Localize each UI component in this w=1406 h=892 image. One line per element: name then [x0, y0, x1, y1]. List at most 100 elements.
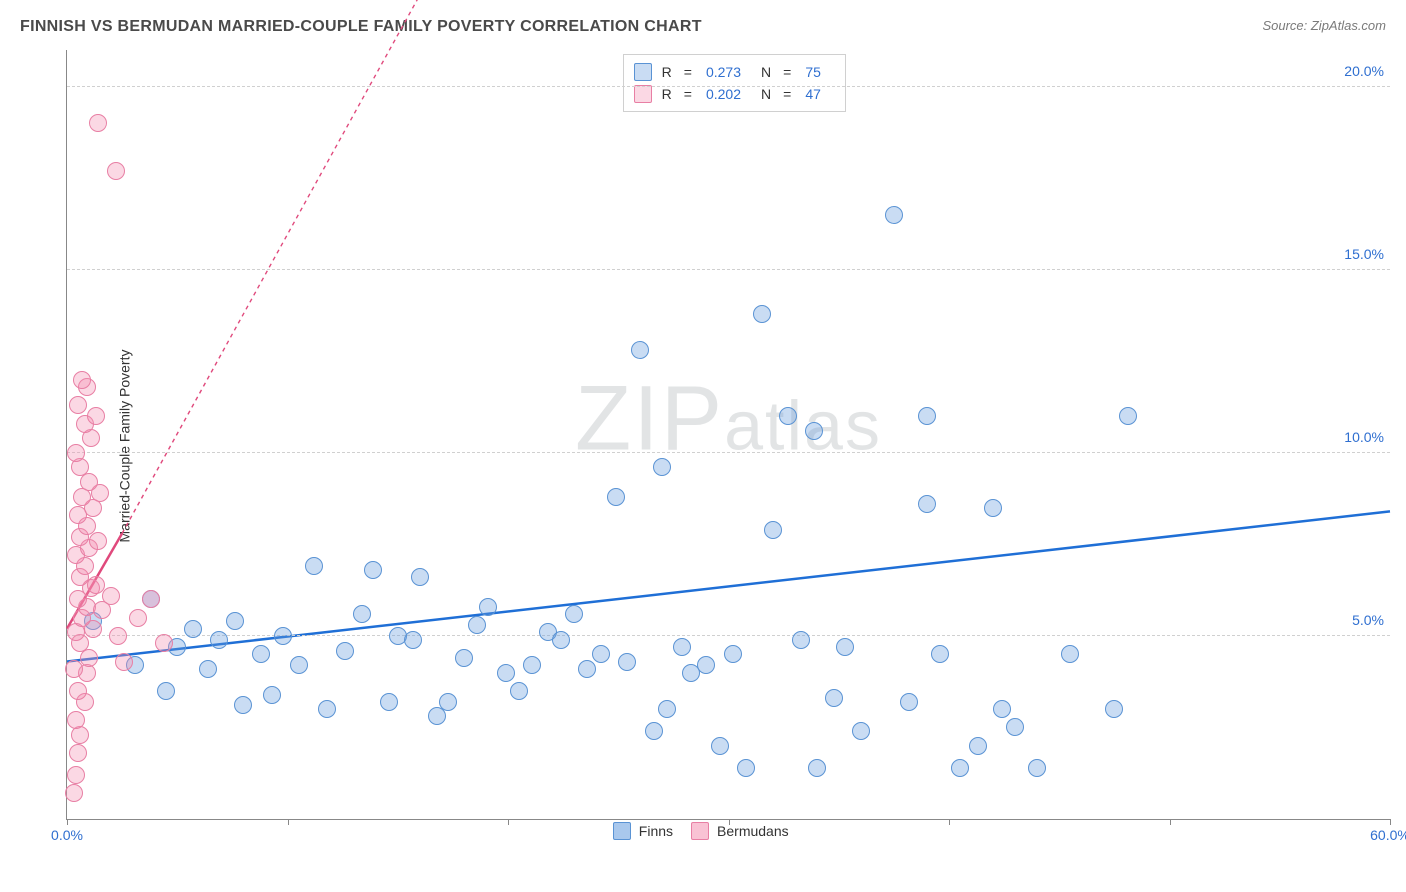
data-point	[468, 616, 486, 634]
data-point	[836, 638, 854, 656]
data-point	[653, 458, 671, 476]
data-point	[353, 605, 371, 623]
data-point	[252, 645, 270, 663]
data-point	[565, 605, 583, 623]
data-point	[305, 557, 323, 575]
data-point	[510, 682, 528, 700]
data-point	[673, 638, 691, 656]
data-point	[885, 206, 903, 224]
legend-item-bermudans: Bermudans	[691, 822, 789, 840]
y-tick-label: 5.0%	[1352, 612, 1384, 628]
eq-sign: =	[783, 64, 791, 80]
data-point	[274, 627, 292, 645]
data-point	[658, 700, 676, 718]
data-point	[792, 631, 810, 649]
data-point	[645, 722, 663, 740]
eq-sign: =	[684, 64, 692, 80]
n-label: N	[761, 86, 771, 102]
data-point	[918, 407, 936, 425]
data-point	[993, 700, 1011, 718]
data-point	[618, 653, 636, 671]
data-point	[1105, 700, 1123, 718]
data-point	[711, 737, 729, 755]
data-point	[779, 407, 797, 425]
n-value-bermudans: 47	[805, 86, 821, 102]
data-point	[1061, 645, 1079, 663]
data-point	[697, 656, 715, 674]
y-tick-label: 15.0%	[1344, 246, 1384, 262]
source-prefix: Source:	[1262, 18, 1310, 33]
data-point	[578, 660, 596, 678]
gridline	[67, 452, 1390, 453]
data-point	[199, 660, 217, 678]
data-point	[210, 631, 228, 649]
r-value-bermudans: 0.202	[706, 86, 741, 102]
data-point	[65, 784, 83, 802]
data-point	[69, 682, 87, 700]
gridline	[67, 635, 1390, 636]
data-point	[129, 609, 147, 627]
data-point	[318, 700, 336, 718]
data-point	[764, 521, 782, 539]
data-point	[89, 114, 107, 132]
swatch-finns	[634, 63, 652, 81]
data-point	[290, 656, 308, 674]
x-tick-mark	[288, 819, 289, 825]
chart-title: FINNISH VS BERMUDAN MARRIED-COUPLE FAMIL…	[20, 18, 702, 36]
data-point	[737, 759, 755, 777]
data-point	[808, 759, 826, 777]
data-point	[918, 495, 936, 513]
data-point	[67, 711, 85, 729]
data-point	[552, 631, 570, 649]
data-point	[142, 590, 160, 608]
data-point	[380, 693, 398, 711]
legend-series: Finns Bermudans	[613, 822, 789, 840]
eq-sign: =	[684, 86, 692, 102]
legend-label-bermudans: Bermudans	[717, 823, 789, 839]
eq-sign: =	[783, 86, 791, 102]
data-point	[87, 407, 105, 425]
data-point	[523, 656, 541, 674]
x-tick-mark	[1390, 819, 1391, 825]
data-point	[825, 689, 843, 707]
x-tick-label: 0.0%	[51, 827, 83, 843]
data-point	[102, 587, 120, 605]
x-tick-mark	[1170, 819, 1171, 825]
data-point	[65, 660, 83, 678]
data-point	[411, 568, 429, 586]
x-tick-mark	[67, 819, 68, 825]
data-point	[69, 396, 87, 414]
data-point	[226, 612, 244, 630]
swatch-bermudans	[691, 822, 709, 840]
data-point	[631, 341, 649, 359]
data-point	[900, 693, 918, 711]
x-tick-mark	[949, 819, 950, 825]
data-point	[73, 371, 91, 389]
data-point	[805, 422, 823, 440]
data-point	[184, 620, 202, 638]
legend-item-finns: Finns	[613, 822, 673, 840]
y-tick-label: 20.0%	[1344, 63, 1384, 79]
swatch-bermudans	[634, 85, 652, 103]
data-point	[931, 645, 949, 663]
data-point	[67, 444, 85, 462]
r-label: R	[662, 86, 672, 102]
data-point	[479, 598, 497, 616]
data-point	[592, 645, 610, 663]
data-point	[439, 693, 457, 711]
data-point	[1006, 718, 1024, 736]
data-point	[155, 634, 173, 652]
data-point	[109, 627, 127, 645]
legend-stats: R = 0.273 N = 75 R = 0.202 N = 47	[623, 54, 846, 112]
r-value-finns: 0.273	[706, 64, 741, 80]
data-point	[157, 682, 175, 700]
data-point	[1119, 407, 1137, 425]
n-value-finns: 75	[805, 64, 821, 80]
data-point	[364, 561, 382, 579]
data-point	[115, 653, 133, 671]
x-tick-label: 60.0%	[1370, 827, 1406, 843]
legend-label-finns: Finns	[639, 823, 673, 839]
gridline	[67, 269, 1390, 270]
source-name: ZipAtlas.com	[1311, 18, 1386, 33]
n-label: N	[761, 64, 771, 80]
